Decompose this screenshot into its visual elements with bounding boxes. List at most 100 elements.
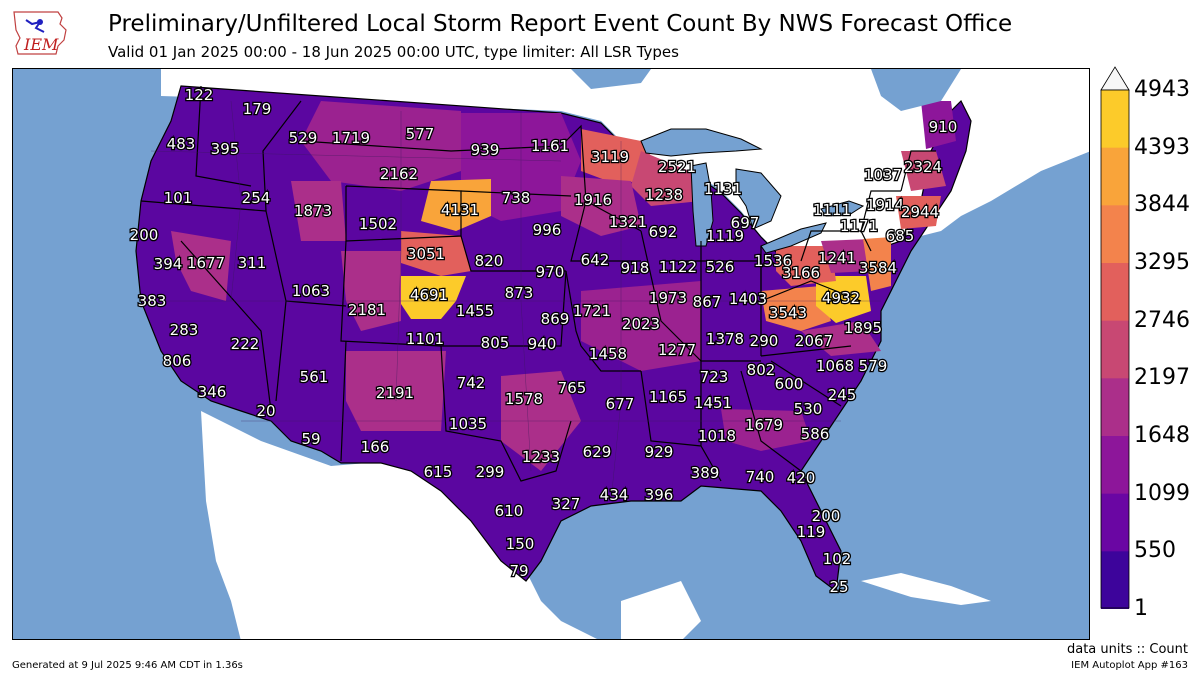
lake-michigan [690,162,714,247]
mexico-land [201,411,597,639]
wfo-count-label: 1679 [745,416,783,434]
wfo-count-label: 483 [167,135,196,153]
wfo-count-label: 1895 [844,319,882,337]
wfo-count-label: 200 [812,507,841,525]
wfo-count-label: 970 [536,263,565,281]
wfo-count-label: 1578 [505,390,543,408]
wfo-count-label: 25 [829,578,848,596]
wfo-count-label: 873 [505,284,534,302]
wfo-count-label: 179 [243,100,272,118]
wfo-count-label: 1873 [294,202,332,220]
wfo-count-label: 222 [231,335,260,353]
colorbar-tick-label: 4393 [1134,134,1190,160]
wfo-count-label: 3584 [859,259,897,277]
wfo-count-label: 918 [621,259,650,277]
wfo-count-label: 867 [693,293,722,311]
app-id: IEM Autoplot App #163 [1071,660,1188,671]
wfo-count-label: 254 [242,189,271,207]
wfo-count-label: 2324 [904,158,942,176]
colorbar-segment [1101,90,1129,149]
wfo-count-label: 3166 [782,264,820,282]
wfo-count-label: 283 [170,321,199,339]
wfo-count-label: 2191 [376,384,414,402]
wfo-count-label: 579 [859,357,888,375]
wfo-count-label: 1171 [840,217,878,235]
wfo-count-label: 1101 [406,330,444,348]
wfo-count-label: 122 [185,86,214,104]
logo-text: IEM [23,35,59,54]
iem-logo: IEM [10,6,72,58]
wfo-count-label: 1068 [816,357,854,375]
wfo-count-label: 1035 [449,415,487,433]
colorbar-tick-label: 1099 [1134,480,1190,506]
wfo-count-label: 1458 [589,345,627,363]
wfo-count-label: 1063 [292,282,330,300]
colorbar-tick-label: 2197 [1134,365,1190,391]
wfo-count-label: 59 [301,430,320,448]
wfo-count-label: 1536 [754,252,792,270]
page-title: Preliminary/Unfiltered Local Storm Repor… [108,11,1013,37]
wfo-count-label: 1721 [573,302,611,320]
wfo-count-label: 577 [406,125,435,143]
lake-huron [735,168,782,230]
colorbar-segment [1101,263,1129,322]
wfo-count-label: 2067 [795,332,833,350]
wfo-count-label: 530 [794,400,823,418]
wfo-count-label: 1719 [332,129,370,147]
wfo-count-label: 2023 [622,315,660,333]
wfo-count-label: 150 [506,535,535,553]
wfo-count-label: 802 [747,361,776,379]
wfo-count-label: 939 [471,141,500,159]
wfo-count-label: 738 [502,189,531,207]
wfo-count-label: 1916 [574,191,612,209]
colorbar [1100,66,1130,609]
wfo-count-label: 692 [649,223,678,241]
wfo-count-label: 697 [731,214,760,232]
wfo-count-label: 1914 [866,196,904,214]
wfo-count-label: 20 [256,402,275,420]
wfo-count-label: 1277 [658,341,696,359]
wfo-count-label: 346 [198,383,227,401]
wfo-count-label: 869 [541,310,570,328]
wfo-count-label: 2162 [380,165,418,183]
wfo-count-label: 610 [495,502,524,520]
wfo-count-label: 1451 [694,394,732,412]
wfo-count-label: 1111 [813,201,851,219]
wfo-count-label: 4932 [822,289,860,307]
wfo-count-label: 996 [533,221,562,239]
wfo-count-label: 383 [138,292,167,310]
wfo-count-label: 3119 [591,148,629,166]
wfo-count-label: 3543 [769,304,807,322]
colorbar-tick-label: 3844 [1134,192,1190,218]
wfo-count-label: 629 [583,443,612,461]
colorbar-segment [1101,378,1129,437]
wfo-count-label: 723 [700,368,729,386]
wfo-count-label: 526 [706,258,735,276]
wfo-count-label: 820 [475,252,504,270]
wfo-count-label: 1119 [706,227,744,245]
page-subtitle: Valid 01 Jan 2025 00:00 - 18 Jun 2025 00… [108,43,679,61]
yucatan-land [621,581,701,639]
wfo-count-label: 102 [823,550,852,568]
colorbar-segment [1101,205,1129,264]
wfo-count-label: 1502 [359,215,397,233]
wfo-count-label: 79 [509,562,528,580]
wfo-count-label: 805 [481,334,510,352]
wfo-count-label: 2181 [348,301,386,319]
colorbar-tick-label: 550 [1134,538,1176,564]
wfo-count-label: 1037 [864,166,902,184]
lake-erie [760,222,827,254]
wfo-count-label: 806 [163,352,192,370]
wfo-count-label: 1973 [649,289,687,307]
colorbar-tick-label: 4943 [1134,77,1190,102]
wfo-count-label: 395 [211,140,240,158]
wfo-count-label: 396 [645,486,674,504]
wfo-count-label: 940 [528,335,557,353]
wfo-count-label: 586 [801,425,830,443]
colorbar-segment [1101,493,1129,552]
wfo-count-label: 600 [775,375,804,393]
generated-timestamp: Generated at 9 Jul 2025 9:46 AM CDT in 1… [12,660,243,671]
wfo-count-label: 119 [797,523,826,541]
wfo-count-label: 677 [606,395,635,413]
cuba-land [861,573,991,605]
